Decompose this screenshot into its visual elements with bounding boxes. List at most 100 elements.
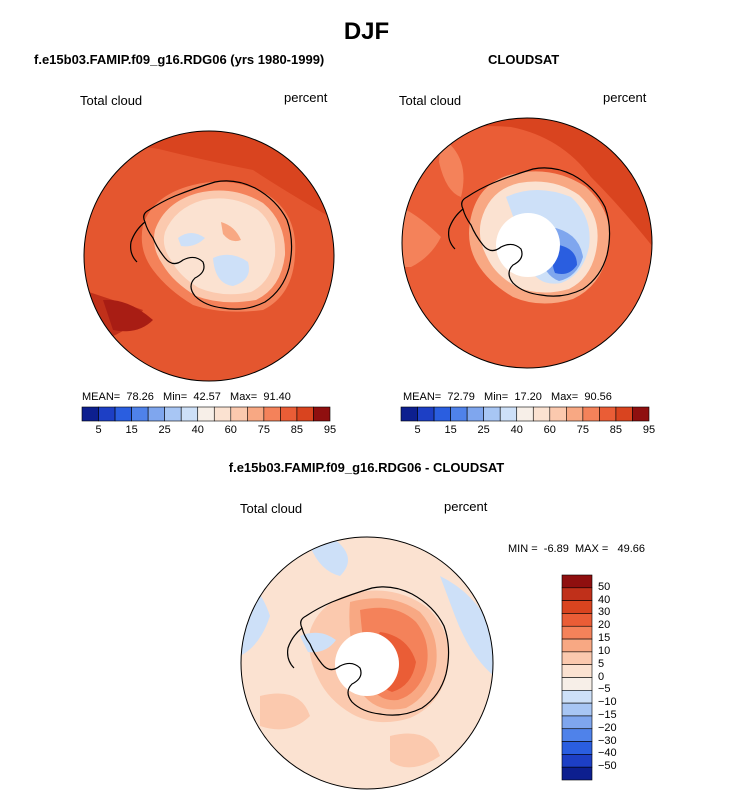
model-antarctica-coastline xyxy=(143,180,293,310)
colorbar-box xyxy=(599,406,617,422)
colorbar-tick-label: −40 xyxy=(598,747,617,760)
diff-min-label: MIN = xyxy=(508,543,538,555)
colorbar-box xyxy=(131,406,149,422)
colorbar-box xyxy=(561,613,593,627)
diff-max-value: 49.66 xyxy=(617,543,646,555)
colorbar-box xyxy=(632,406,650,422)
colorbar-tick-label: 5 xyxy=(598,657,605,670)
diff-units-label: percent xyxy=(444,499,488,514)
model-colorbar-ticks: 5 15 25 40 60 75 85 95 xyxy=(82,424,336,440)
obs-polar-map xyxy=(401,117,653,369)
obs-stats: MEAN= 72.79 Min= 17.20 Max= 90.56 xyxy=(403,391,612,403)
colorbar-tick-label: 0 xyxy=(598,670,605,683)
colorbar-box xyxy=(400,406,418,422)
colorbar-box xyxy=(147,406,165,422)
obs-high-cloud-north xyxy=(402,118,652,247)
obs-lower-cloud-west xyxy=(402,207,441,267)
diff-negative-patch-east xyxy=(440,576,493,676)
colorbar-tick-label: −5 xyxy=(598,683,611,696)
colorbar-box xyxy=(466,406,484,422)
obs-peninsula-coastline xyxy=(448,208,464,250)
diff-variable-label: Total cloud xyxy=(240,501,303,516)
colorbar-tick-label: 25 xyxy=(158,424,171,436)
colorbar-box xyxy=(561,587,593,601)
colorbar-box xyxy=(213,406,232,422)
obs-units-label: percent xyxy=(603,90,647,105)
model-min-value: 42.57 xyxy=(193,391,221,403)
diff-max-label: MAX = xyxy=(574,543,609,555)
colorbar-tick-label: 15 xyxy=(598,632,611,645)
colorbar-box xyxy=(433,406,451,422)
colorbar-tick-label: 85 xyxy=(290,424,304,436)
colorbar-tick-label: 75 xyxy=(576,424,589,436)
diff-negative-coastal-patch xyxy=(300,632,336,653)
model-interior-warm-patch xyxy=(221,222,241,242)
diff-positive-patch-south xyxy=(390,733,440,768)
diff-polar-map xyxy=(240,536,494,790)
obs-min-value: 17.20 xyxy=(514,391,542,403)
obs-antarctica-coastline xyxy=(461,167,611,297)
colorbar-tick-label: 40 xyxy=(510,424,523,436)
colorbar-box xyxy=(313,406,331,422)
colorbar-box xyxy=(561,574,593,589)
colorbar-tick-label: 40 xyxy=(598,593,611,606)
colorbar-tick-label: 10 xyxy=(598,644,611,657)
colorbar-tick-label: −10 xyxy=(598,696,617,709)
colorbar-box xyxy=(561,715,593,730)
colorbar-tick-label: −15 xyxy=(598,708,617,721)
diff-polar-data-gap xyxy=(335,632,399,696)
season-title: DJF xyxy=(343,18,390,45)
colorbar-box xyxy=(561,690,593,704)
model-variable-label: Total cloud xyxy=(80,93,143,108)
obs-max-label: Max= xyxy=(551,391,579,403)
colorbar-tick-label: −20 xyxy=(598,721,617,734)
colorbar-box xyxy=(561,766,593,781)
obs-map-border xyxy=(401,117,653,369)
diff-colorbar xyxy=(561,574,593,781)
colorbar-box xyxy=(247,406,265,422)
colorbar-box xyxy=(296,406,314,422)
colorbar-box xyxy=(561,651,593,665)
colorbar-box xyxy=(532,406,551,422)
colorbar-box xyxy=(615,406,633,422)
colorbar-box xyxy=(197,406,215,422)
colorbar-box xyxy=(561,664,593,678)
colorbar-box xyxy=(561,702,593,717)
colorbar-box xyxy=(561,677,593,691)
colorbar-box xyxy=(263,406,281,422)
model-low-cloud-patch-west xyxy=(178,233,205,247)
diff-minmax: MIN = -6.89 MAX = 49.66 xyxy=(508,543,645,555)
colorbar-tick-label: −50 xyxy=(598,760,617,773)
colorbar-tick-label: 95 xyxy=(323,424,337,436)
model-stats: MEAN= 78.26 Min= 42.57 Max= 91.40 xyxy=(82,391,291,403)
colorbar-tick-label: −30 xyxy=(598,734,617,747)
colorbar-tick-label: 5 xyxy=(95,424,102,436)
model-max-value: 91.40 xyxy=(263,391,291,403)
diff-antarctica-coastline xyxy=(300,586,450,716)
obs-polar-data-gap xyxy=(496,213,560,277)
model-mean-value: 78.26 xyxy=(126,391,154,403)
colorbar-box xyxy=(561,625,593,640)
colorbar-box xyxy=(516,406,534,422)
colorbar-box xyxy=(417,406,435,422)
colorbar-tick-label: 20 xyxy=(598,619,611,632)
colorbar-box xyxy=(450,406,468,422)
obs-panel-title: CLOUDSAT xyxy=(488,52,560,67)
colorbar-box xyxy=(566,406,584,422)
colorbar-box xyxy=(164,406,182,422)
colorbar-box xyxy=(114,406,132,422)
colorbar-box xyxy=(561,728,593,742)
obs-max-value: 90.56 xyxy=(584,391,612,403)
model-max-cloud-patch xyxy=(103,299,153,332)
colorbar-box xyxy=(98,406,116,422)
model-units-label: percent xyxy=(284,90,328,105)
model-mean-label: MEAN= xyxy=(82,391,121,403)
colorbar-box xyxy=(561,600,593,614)
model-map-border xyxy=(83,130,335,382)
obs-colorbar-ticks: 5 15 25 40 60 75 85 95 xyxy=(401,424,655,440)
colorbar-tick-label: 30 xyxy=(598,606,611,619)
obs-variable-label: Total cloud xyxy=(399,93,462,108)
model-peninsula-coastline xyxy=(130,221,146,263)
diff-panel-title: f.e15b03.FAMIP.f09_g16.RDG06 - CLOUDSAT xyxy=(228,460,505,475)
colorbar-tick-label: 5 xyxy=(414,424,421,436)
